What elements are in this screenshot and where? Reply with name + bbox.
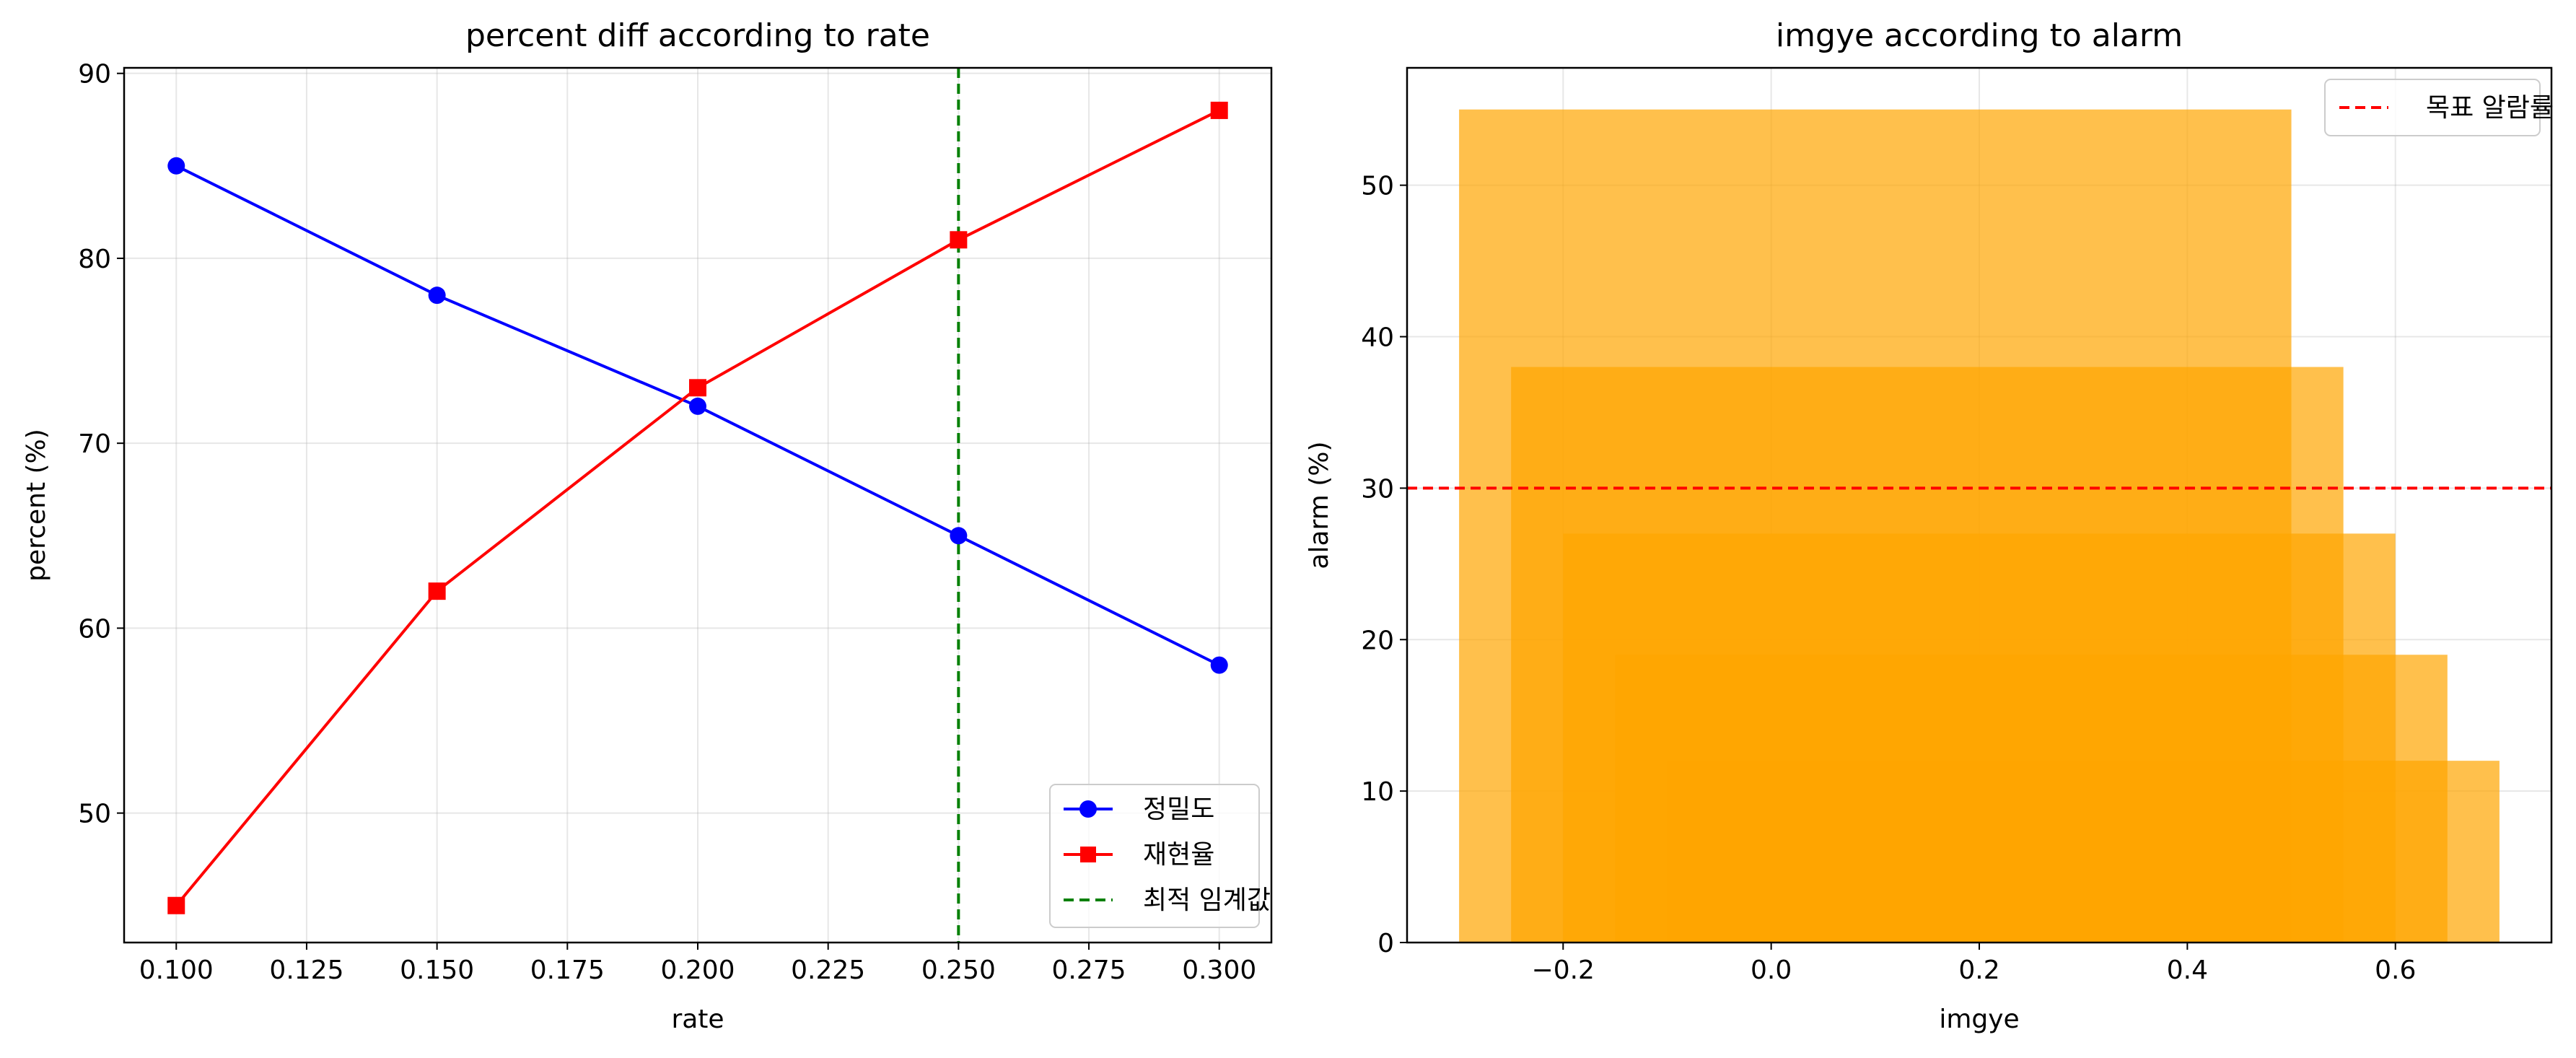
data-point-precision xyxy=(167,157,185,175)
legend-label-optimal-threshold: 최적 임계값 xyxy=(1143,886,1271,915)
left-chart-title: percent diff according to rate xyxy=(465,17,930,54)
data-point-precision xyxy=(950,527,968,545)
data-point-precision xyxy=(1210,656,1228,674)
legend-label-target-alarm-rate: 목표 알람률 xyxy=(2426,93,2554,123)
legend-marker-precision xyxy=(1079,800,1097,818)
data-point-precision xyxy=(689,397,706,415)
data-point-recall xyxy=(167,896,185,914)
left-x-tick-label: 0.100 xyxy=(139,956,214,985)
data-point-recall xyxy=(689,379,706,397)
legend-marker-recall xyxy=(1080,847,1096,862)
data-point-recall xyxy=(428,582,446,600)
left-x-tick-label: 0.300 xyxy=(1182,956,1256,985)
left-x-tick-label: 0.175 xyxy=(530,956,605,985)
left-x-tick-label: 0.200 xyxy=(660,956,735,985)
data-point-precision xyxy=(428,287,446,305)
right-x-tick-label: 0.2 xyxy=(1958,956,1999,985)
right-y-tick-label: 0 xyxy=(1377,929,1394,958)
right-x-ticks: −0.2 0.0 0.2 0.4 0.6 xyxy=(1532,943,2416,985)
right-legend-box xyxy=(2324,79,2541,136)
right-legend: 목표 알람률 xyxy=(2324,79,2554,136)
left-x-tick-label: 0.125 xyxy=(269,956,343,985)
right-y-axis-label: alarm (%) xyxy=(1305,441,1334,569)
left-legend-box xyxy=(1049,784,1260,928)
left-y-tick-label: 90 xyxy=(78,60,111,89)
left-y-ticks: 50 60 70 80 90 xyxy=(78,60,124,829)
left-y-tick-label: 60 xyxy=(78,614,111,644)
right-x-tick-label: 0.4 xyxy=(2167,956,2208,985)
right-x-tick-label: 0.0 xyxy=(1751,956,1792,985)
right-chart-title: imgye according to alarm xyxy=(1776,17,2183,54)
right-y-tick-label: 40 xyxy=(1361,323,1394,353)
left-x-tick-label: 0.275 xyxy=(1052,956,1126,985)
data-point-recall xyxy=(950,231,968,249)
left-y-tick-label: 50 xyxy=(78,800,111,829)
data-point-recall xyxy=(1210,101,1228,119)
right-x-tick-label: −0.2 xyxy=(1532,956,1595,985)
left-x-ticks: 0.100 0.125 0.150 0.175 0.200 0.225 0.250 0.275… xyxy=(139,943,1256,985)
left-plot-area xyxy=(167,68,1228,943)
right-y-tick-label: 30 xyxy=(1361,474,1394,504)
right-plot-area xyxy=(1407,109,2551,943)
right-y-tick-label: 50 xyxy=(1361,172,1394,201)
right-chart: imgye according to alarm −0.2 0.0 0.2 0.4 0.… xyxy=(1305,17,2554,1034)
right-x-axis-label: imgye xyxy=(1939,1005,2019,1034)
right-y-tick-label: 20 xyxy=(1361,626,1394,655)
left-chart: percent diff according to rate 0.100 0.12… xyxy=(22,17,1273,1034)
left-y-axis-label: percent (%) xyxy=(22,429,51,582)
left-x-axis-label: rate xyxy=(671,1005,724,1034)
left-legend: 정밀도 재현율 최적 임계값 xyxy=(1049,784,1271,928)
right-x-tick-label: 0.6 xyxy=(2375,956,2416,985)
bar xyxy=(1667,761,2500,943)
legend-label-precision: 정밀도 xyxy=(1143,795,1214,824)
left-x-tick-label: 0.250 xyxy=(921,956,996,985)
left-y-tick-label: 80 xyxy=(78,245,111,274)
right-y-tick-label: 10 xyxy=(1361,777,1394,807)
left-x-tick-label: 0.150 xyxy=(400,956,474,985)
left-y-tick-label: 70 xyxy=(78,429,111,459)
right-y-ticks: 0 10 20 30 40 50 xyxy=(1361,172,1407,958)
legend-label-recall: 재현율 xyxy=(1143,840,1214,870)
left-x-tick-label: 0.225 xyxy=(791,956,865,985)
